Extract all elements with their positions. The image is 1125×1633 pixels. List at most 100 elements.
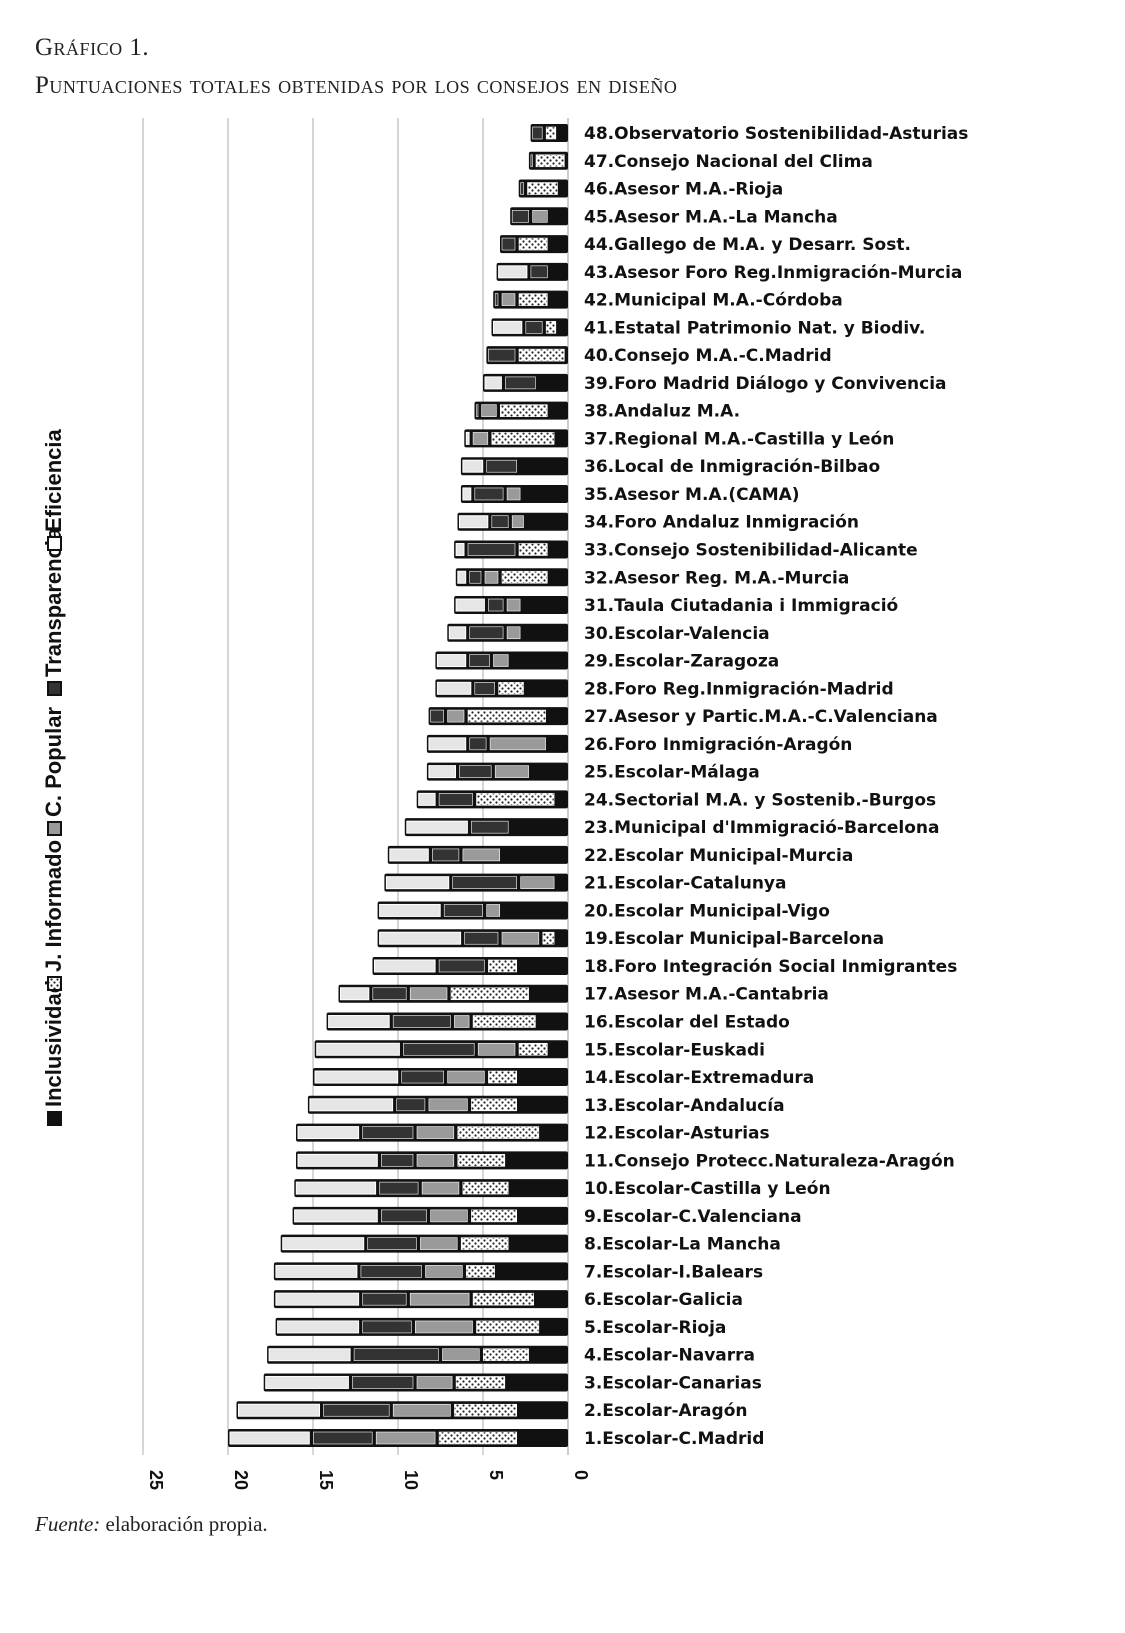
bar-segment-transparencia <box>431 848 460 862</box>
bar-segment-transparencia <box>469 654 490 667</box>
bar-segment-c-popular <box>375 1431 436 1445</box>
bar-group <box>464 429 568 448</box>
category-label: 26.Foro Inmigración-Aragón <box>584 735 852 755</box>
bar-segment-j-informado <box>455 1376 506 1389</box>
bar-segment-eficiencia <box>465 431 470 445</box>
bar-group <box>294 1179 568 1198</box>
bar-segment-c-popular <box>442 1348 480 1362</box>
bar-group <box>510 207 568 226</box>
bar-segment-eficiencia <box>428 737 467 751</box>
bar-group <box>292 1206 568 1225</box>
bar-segment-j-informado <box>472 1015 536 1028</box>
figure-number: Gráfico 1. <box>35 34 150 61</box>
bar-segment-j-informado <box>454 1403 517 1417</box>
bar-segment-j-informado <box>488 959 517 973</box>
bar-segment-transparencia <box>430 709 444 723</box>
bar-segment-j-informado <box>498 682 524 695</box>
bar-segment-c-popular <box>447 709 465 723</box>
legend-swatch <box>47 976 62 991</box>
bar-segment-transparencia <box>443 904 484 917</box>
bar-segment-c-popular <box>493 654 509 667</box>
bar-segment-transparencia <box>469 570 482 584</box>
legend-label: Transparencia <box>41 527 66 677</box>
bar-group <box>416 790 568 809</box>
bar-segment-transparencia <box>362 1292 407 1306</box>
bar-segment-eficiencia <box>277 1320 360 1334</box>
bar-segment-j-informado <box>476 1320 540 1334</box>
bar-segment-j-informado <box>460 1237 509 1250</box>
bar-group <box>460 457 568 476</box>
bar-segment-transparencia <box>396 1098 426 1112</box>
bar-segment-transparencia <box>530 265 548 279</box>
bar-segment-eficiencia <box>265 1375 349 1389</box>
bar-segment-j-informado <box>501 570 548 584</box>
bar-segment-c-popular <box>454 1015 470 1028</box>
bar-segment-transparencia <box>520 182 524 195</box>
bar-segment-c-popular <box>477 1042 516 1056</box>
bar-segment-c-popular <box>414 1320 473 1334</box>
bar-segment-c-popular <box>409 987 448 1001</box>
bar-segment-transparencia <box>362 1320 412 1334</box>
bar-segment-j-informado <box>471 1209 517 1223</box>
bar-group <box>457 512 568 531</box>
category-label: 39.Foro Madrid Diálogo y Convivencia <box>584 374 947 394</box>
bar-group <box>518 179 568 198</box>
category-label: 30.Escolar-Valencia <box>584 624 770 644</box>
bar-segment-eficiencia <box>493 320 523 334</box>
bar-group <box>496 262 568 281</box>
bar-segment-transparencia <box>352 1376 414 1389</box>
bar-segment-j-informado <box>465 1265 495 1278</box>
category-label: 35.Asesor M.A.(CAMA) <box>584 485 800 505</box>
bar-segment-j-informado <box>482 1348 529 1362</box>
bar-group <box>280 1234 568 1253</box>
bar-segment-c-popular <box>494 765 529 778</box>
bar-segment-eficiencia <box>328 1015 390 1029</box>
bar-group <box>528 151 568 170</box>
bar-group <box>326 1012 568 1031</box>
bar-segment-c-popular <box>520 876 555 889</box>
category-label: 31.Taula Ciutadania i Immigració <box>584 596 898 616</box>
bar-group <box>404 818 568 837</box>
bar-group <box>455 568 568 587</box>
bar-segment-c-popular <box>506 626 521 640</box>
bar-segment-j-informado <box>450 987 529 1001</box>
bar-segment-eficiencia <box>268 1348 351 1362</box>
x-tick-label: 5 <box>486 1470 506 1480</box>
bar-segment-eficiencia <box>418 792 436 806</box>
bar-segment-j-informado <box>491 432 555 445</box>
bar-segment-c-popular <box>481 404 497 417</box>
x-tick-label: 20 <box>231 1470 251 1490</box>
bar-segment-c-popular <box>506 598 521 612</box>
category-label: 8.Escolar-La Mancha <box>584 1235 781 1255</box>
category-label: 7.Escolar-I.Balears <box>584 1262 763 1282</box>
bar-segment-transparencia <box>471 820 509 834</box>
bar-group <box>387 845 568 864</box>
category-label: 3.Escolar-Canarias <box>584 1373 762 1393</box>
legend-swatch <box>47 821 62 836</box>
bar-segment-eficiencia <box>379 903 441 917</box>
category-label: 4.Escolar-Navarra <box>584 1346 755 1366</box>
figure-title: Puntuaciones totales obtenidas por los c… <box>35 72 678 99</box>
bar-segment-transparencia <box>488 598 504 612</box>
legend-label: Inclusividad <box>41 980 66 1107</box>
category-label: 27.Asesor y Partic.M.A.-C.Valenciana <box>584 707 938 727</box>
legend-label: Eficiencia <box>41 429 66 532</box>
bar-segment-transparencia <box>474 487 504 501</box>
bar-segment-c-popular <box>392 1403 451 1417</box>
bar-group <box>314 1040 568 1059</box>
bar-segment-c-popular <box>428 1098 468 1112</box>
bar-group <box>236 1401 568 1420</box>
bar-group <box>313 1068 568 1087</box>
bar-segment-eficiencia <box>297 1126 360 1140</box>
bar-group <box>267 1345 568 1364</box>
category-label: 17.Asesor M.A.-Cantabria <box>584 985 829 1005</box>
bar-segment-eficiencia <box>498 265 528 279</box>
bar-segment-eficiencia <box>282 1237 365 1251</box>
bar-segment-transparencia <box>452 876 518 889</box>
category-label: 22.Escolar Municipal-Murcia <box>584 846 853 866</box>
x-tick-label: 10 <box>401 1470 421 1490</box>
source-note: Fuente: elaboración propia. <box>35 1512 268 1537</box>
category-label: 16.Escolar del Estado <box>584 1013 790 1033</box>
bar-segment-transparencia <box>530 154 533 168</box>
bar-group <box>372 956 568 975</box>
